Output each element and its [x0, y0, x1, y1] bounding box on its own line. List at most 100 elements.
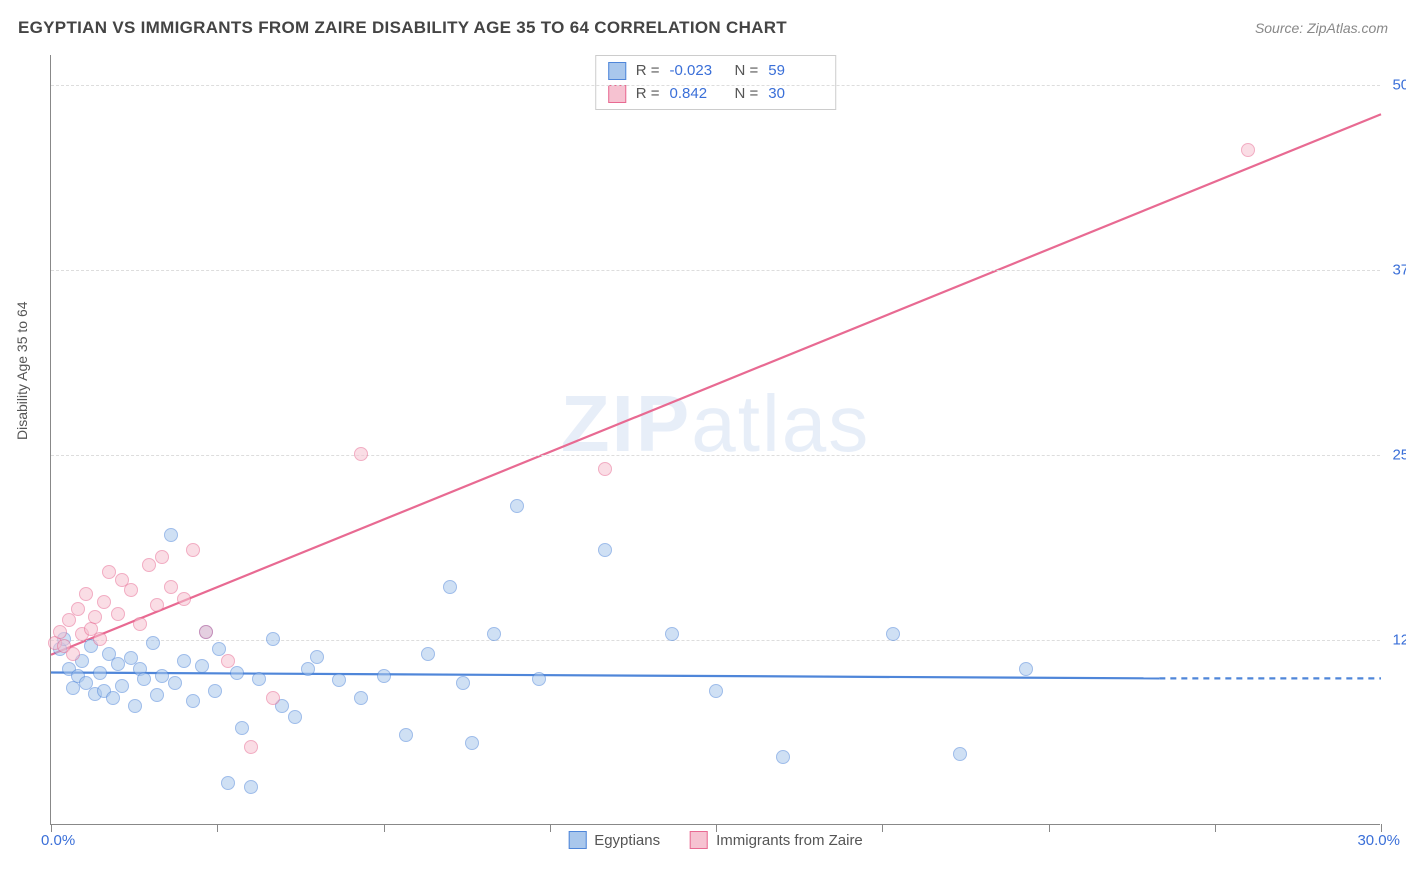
x-tick: [882, 824, 883, 832]
stats-row-zaire: R = 0.842 N = 30: [608, 83, 824, 106]
x-tick: [1381, 824, 1382, 832]
egyptians-point: [288, 710, 302, 724]
egyptians-point: [137, 672, 151, 686]
egyptians-point: [235, 721, 249, 735]
zaire-point: [88, 610, 102, 624]
x-max-label: 30.0%: [1357, 832, 1400, 849]
zaire-point: [133, 617, 147, 631]
zaire-point: [111, 607, 125, 621]
egyptians-point: [186, 694, 200, 708]
zaire-legend-label: Immigrants from Zaire: [716, 832, 863, 849]
egyptians-point: [487, 627, 501, 641]
x-origin-label: 0.0%: [41, 832, 75, 849]
gridline: [51, 85, 1380, 86]
stats-row-egyptians: R = -0.023 N = 59: [608, 60, 824, 83]
n-label: N =: [735, 83, 759, 106]
x-tick: [1049, 824, 1050, 832]
egyptians-point: [266, 632, 280, 646]
n-value: 59: [768, 60, 823, 83]
legend-item-egyptians: Egyptians: [568, 831, 660, 849]
egyptians-trendline: [51, 672, 1159, 678]
zaire-point: [244, 740, 258, 754]
x-tick: [384, 824, 385, 832]
zaire-point: [102, 565, 116, 579]
y-axis-label: Disability Age 35 to 64: [14, 301, 30, 440]
egyptians-swatch: [608, 62, 626, 80]
r-value: 0.842: [670, 83, 725, 106]
r-label: R =: [636, 83, 660, 106]
zaire-point: [186, 543, 200, 557]
egyptians-point: [208, 684, 222, 698]
egyptians-point: [93, 666, 107, 680]
y-tick-label: 12.5%: [1392, 631, 1406, 648]
egyptians-legend-label: Egyptians: [594, 832, 660, 849]
zaire-point: [354, 447, 368, 461]
source-attribution: Source: ZipAtlas.com: [1255, 20, 1388, 36]
chart-title: EGYPTIAN VS IMMIGRANTS FROM ZAIRE DISABI…: [18, 18, 787, 38]
zaire-point: [221, 654, 235, 668]
x-tick: [217, 824, 218, 832]
egyptians-point: [776, 750, 790, 764]
series-legend: Egyptians Immigrants from Zaire: [568, 831, 863, 849]
trend-lines: [51, 55, 1380, 824]
gridline: [51, 270, 1380, 271]
egyptians-point: [665, 627, 679, 641]
egyptians-point: [399, 728, 413, 742]
zaire-point: [177, 592, 191, 606]
y-tick-label: 50.0%: [1392, 76, 1406, 93]
egyptians-point: [354, 691, 368, 705]
zaire-point: [124, 583, 138, 597]
egyptians-point: [106, 691, 120, 705]
zaire-trendline: [51, 114, 1381, 654]
gridline: [51, 640, 1380, 641]
plot-area: ZIPatlas R =-0.023N =59R =0.842N =30 Egy…: [50, 55, 1380, 825]
egyptians-point: [886, 627, 900, 641]
x-tick: [51, 824, 52, 832]
egyptians-legend-swatch: [568, 831, 586, 849]
egyptians-point: [332, 673, 346, 687]
x-tick: [716, 824, 717, 832]
egyptians-point: [443, 580, 457, 594]
zaire-swatch: [608, 85, 626, 103]
zaire-point: [266, 691, 280, 705]
gridline: [51, 455, 1380, 456]
egyptians-point: [177, 654, 191, 668]
zaire-point: [199, 625, 213, 639]
n-value: 30: [768, 83, 823, 106]
egyptians-point: [252, 672, 266, 686]
r-label: R =: [636, 60, 660, 83]
zaire-point: [1241, 143, 1255, 157]
egyptians-point: [301, 662, 315, 676]
egyptians-point: [195, 659, 209, 673]
egyptians-point: [168, 676, 182, 690]
egyptians-point: [128, 699, 142, 713]
zaire-point: [97, 595, 111, 609]
egyptians-point: [465, 736, 479, 750]
zaire-point: [71, 602, 85, 616]
x-tick: [550, 824, 551, 832]
zaire-point: [142, 558, 156, 572]
n-label: N =: [735, 60, 759, 83]
egyptians-point: [532, 672, 546, 686]
egyptians-point: [111, 657, 125, 671]
zaire-point: [164, 580, 178, 594]
egyptians-point: [310, 650, 324, 664]
r-value: -0.023: [670, 60, 725, 83]
zaire-legend-swatch: [690, 831, 708, 849]
egyptians-point: [421, 647, 435, 661]
zaire-point: [150, 598, 164, 612]
y-tick-label: 37.5%: [1392, 261, 1406, 278]
zaire-point: [53, 625, 67, 639]
egyptians-point: [377, 669, 391, 683]
egyptians-point: [221, 776, 235, 790]
zaire-point: [155, 550, 169, 564]
egyptians-point: [244, 780, 258, 794]
egyptians-point: [155, 669, 169, 683]
egyptians-point: [164, 528, 178, 542]
x-tick: [1215, 824, 1216, 832]
y-tick-label: 25.0%: [1392, 446, 1406, 463]
egyptians-point: [1019, 662, 1033, 676]
egyptians-point: [115, 679, 129, 693]
zaire-point: [93, 632, 107, 646]
egyptians-point: [953, 747, 967, 761]
